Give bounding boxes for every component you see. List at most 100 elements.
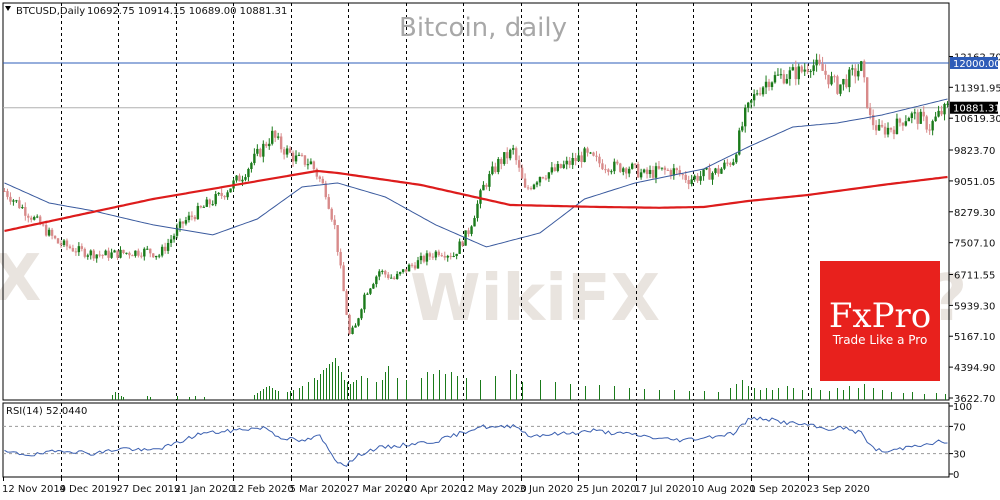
candle-body <box>259 148 262 157</box>
candle <box>238 173 241 182</box>
candle <box>919 108 922 124</box>
candle-body <box>565 160 568 165</box>
candle-body <box>586 148 589 153</box>
level-tag-label: 12000.00 <box>953 59 1000 70</box>
candle-body <box>663 167 667 170</box>
candle <box>98 250 101 258</box>
candle <box>628 166 631 178</box>
candle <box>595 151 598 162</box>
candle <box>455 253 458 260</box>
x-tick-label: 12 Feb 2020 <box>232 484 294 495</box>
candle <box>226 190 229 200</box>
candle-body <box>327 197 330 209</box>
candle-body <box>535 182 539 185</box>
candle-body <box>77 246 81 253</box>
candle <box>193 215 197 222</box>
candle <box>413 262 417 271</box>
candle-body <box>71 248 75 252</box>
candle <box>107 247 110 261</box>
candle <box>381 269 384 275</box>
candle <box>497 157 500 175</box>
candle <box>125 252 128 255</box>
candle-body <box>574 158 577 162</box>
candle-body <box>815 59 818 66</box>
candle <box>83 247 87 259</box>
candle <box>830 71 833 86</box>
x-tick-label: 17 Jul 2020 <box>635 484 692 495</box>
candle <box>651 165 655 180</box>
candle-body <box>455 253 458 256</box>
candle <box>746 101 750 113</box>
candle-body <box>101 254 104 256</box>
candle <box>140 252 143 259</box>
rsi-y-tick-label: 30 <box>953 450 966 461</box>
candle <box>943 102 946 121</box>
candle-body <box>714 168 717 173</box>
candle-body <box>619 163 622 172</box>
candle-body <box>128 252 131 256</box>
candle <box>169 234 173 247</box>
candle <box>892 126 896 140</box>
candle-body <box>137 250 140 256</box>
candle-body <box>687 180 690 185</box>
candle-body <box>538 177 542 183</box>
candle <box>333 215 336 230</box>
candle <box>809 69 812 78</box>
candle <box>21 204 24 209</box>
candle <box>672 163 676 180</box>
candle <box>434 250 438 261</box>
candle-body <box>729 163 732 165</box>
candle-body <box>883 126 887 135</box>
candle <box>863 59 866 83</box>
candle-body <box>482 184 485 191</box>
candle <box>172 233 176 243</box>
candle-body <box>547 172 551 179</box>
candle <box>327 193 330 210</box>
candle <box>247 167 250 182</box>
candle <box>184 216 188 226</box>
candle <box>723 159 726 171</box>
candle <box>690 174 693 187</box>
candle <box>544 175 548 181</box>
candle <box>33 215 36 221</box>
candle <box>428 251 432 261</box>
candle-body <box>601 163 604 170</box>
candle-body <box>791 67 795 71</box>
candle-body <box>306 164 310 166</box>
candle-body <box>491 166 494 175</box>
symbol-header: BTCUSD,Daily <box>16 6 85 17</box>
x-tick-label: 12 May 2020 <box>462 484 527 495</box>
candle-body <box>913 112 916 114</box>
candle <box>473 215 476 227</box>
candle <box>488 170 491 192</box>
candle <box>571 152 574 170</box>
candle-body <box>583 148 586 163</box>
candle-body <box>33 217 36 220</box>
candle <box>152 253 155 258</box>
candle-body <box>886 127 890 135</box>
candle-body <box>717 168 720 174</box>
rsi-label: RSI(14) 52.0440 <box>6 406 87 417</box>
candle-body <box>660 167 664 169</box>
candle <box>729 161 732 168</box>
candle-body <box>122 249 125 254</box>
candle <box>268 138 271 150</box>
candle-body <box>262 143 265 157</box>
candle <box>68 244 72 250</box>
candle <box>143 247 146 261</box>
candle-body <box>160 246 164 256</box>
x-tick-label: 1 Sep 2020 <box>750 484 807 495</box>
candle-body <box>312 161 316 170</box>
candle <box>803 63 806 76</box>
fxpro-logo-text: FxPro <box>829 296 931 336</box>
candle-body <box>202 206 206 208</box>
x-tick-label: 10 Aug 2020 <box>692 484 756 495</box>
candle-body <box>422 255 426 262</box>
candle <box>616 159 619 166</box>
candle-body <box>238 175 241 182</box>
candle-body <box>488 174 491 187</box>
candle <box>387 272 390 280</box>
candle-body <box>758 93 762 95</box>
candle <box>449 252 452 260</box>
candle <box>931 119 934 136</box>
